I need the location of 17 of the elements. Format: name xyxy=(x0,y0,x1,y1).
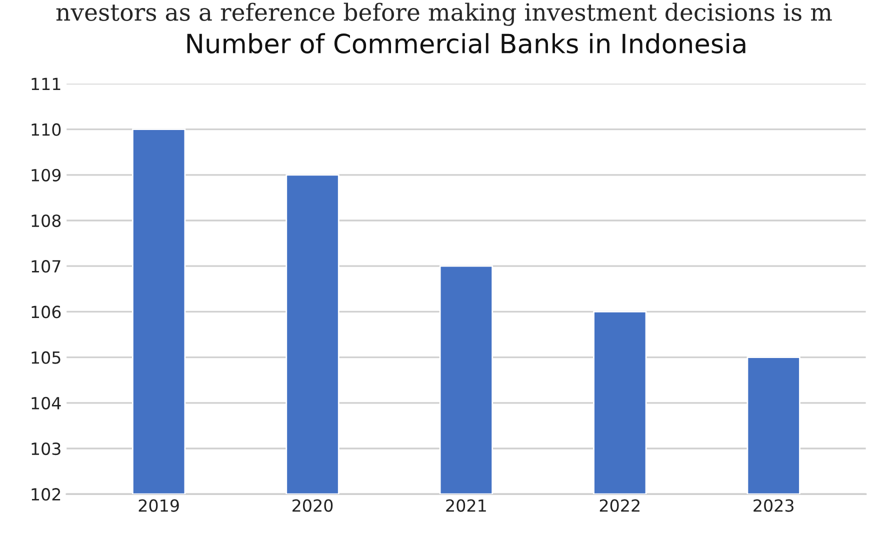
y-tick-label: 109 xyxy=(32,168,61,182)
y-tick-label: 104 xyxy=(32,396,61,410)
y-tick-label: 108 xyxy=(32,214,61,228)
x-tick-label: 2020 xyxy=(292,499,333,512)
y-tick-label: 102 xyxy=(32,488,60,501)
x-tick-label: 2022 xyxy=(600,499,640,512)
x-tick-label: 2019 xyxy=(138,499,179,512)
y-tick-label: 111 xyxy=(32,78,60,90)
y-tick-label: 110 xyxy=(32,123,61,136)
y-tick-label: 103 xyxy=(32,442,60,456)
y-tick-label: 107 xyxy=(32,260,60,273)
chart-title: Number of Commercial Banks in Indonesia xyxy=(187,33,746,54)
x-tick-label: 2021 xyxy=(446,499,486,512)
y-tick-label: 106 xyxy=(32,306,61,318)
text: nvestors as a reference before making investment decisions is m xyxy=(56,2,832,26)
x-tick-label: 2023 xyxy=(754,499,794,512)
y-tick-label: 105 xyxy=(32,351,60,364)
